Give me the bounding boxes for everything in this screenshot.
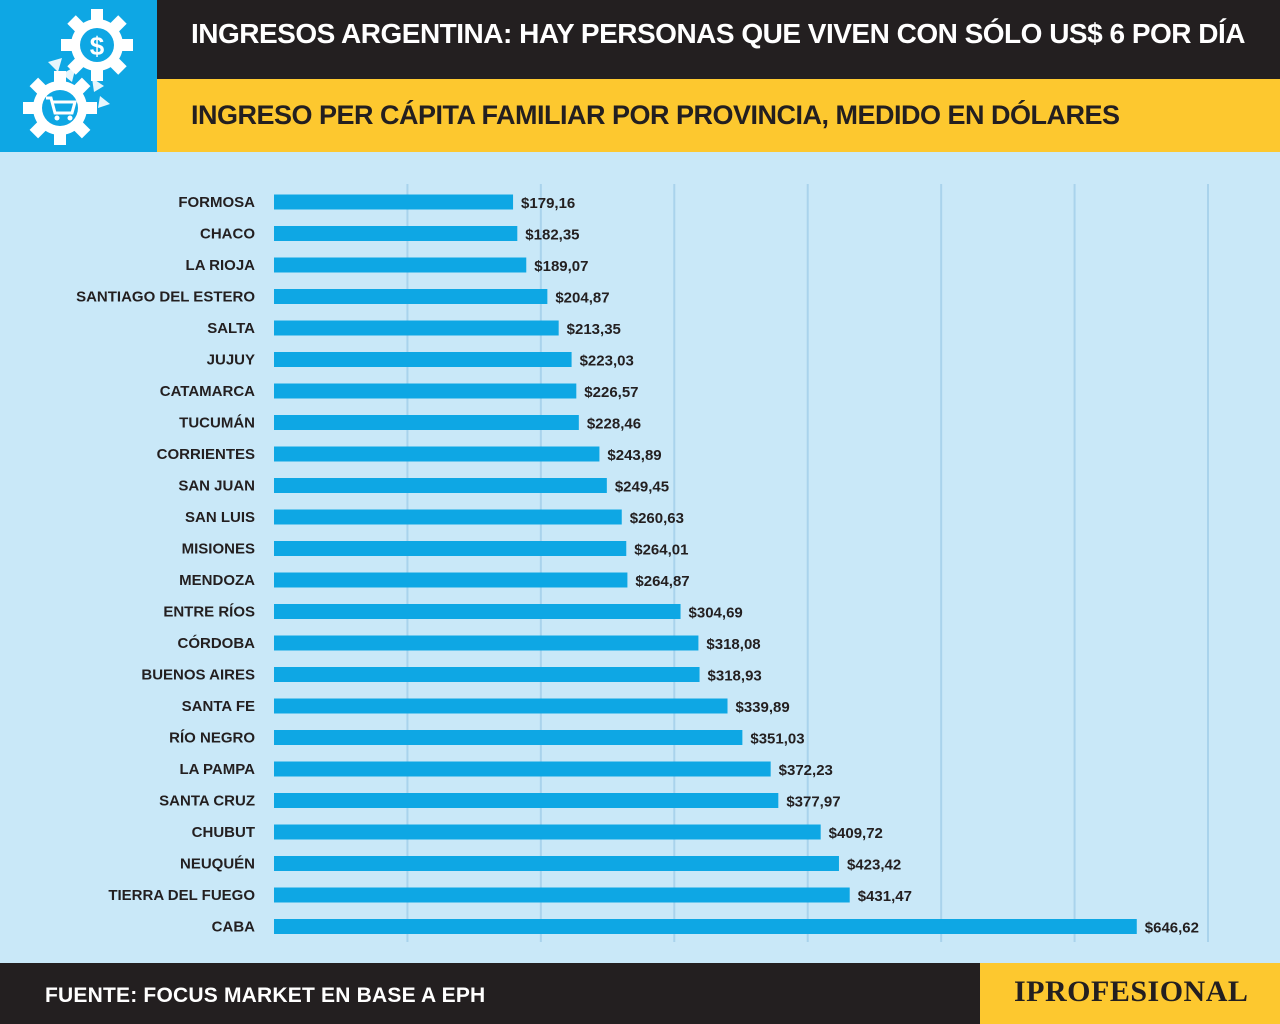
value-label: $431,47: [858, 888, 912, 905]
brand-panel: IPROFESIONAL: [980, 963, 1280, 1024]
category-label: NEUQUÉN: [180, 856, 255, 873]
category-label: SANTA FE: [182, 698, 255, 715]
category-label: LA PAMPA: [179, 761, 255, 778]
category-label: FORMOSA: [178, 194, 255, 211]
category-label: SAN LUIS: [185, 509, 255, 526]
category-label: CATAMARCA: [160, 383, 255, 400]
bar-chart: FORMOSA $179,16 CHACO $182,35 LA RIOJA $189,0…: [0, 152, 1280, 963]
bar: [274, 194, 514, 210]
brand-logo-text: IPROFESIONAL: [1014, 975, 1249, 1008]
value-label: $377,97: [786, 794, 840, 811]
bar: [274, 604, 681, 619]
source-note: FUENTE: FOCUS MARKET EN BASE A EPH: [45, 984, 486, 1007]
value-label: $304,69: [689, 605, 743, 622]
value-label: $646,62: [1145, 920, 1199, 937]
value-label: $318,08: [706, 636, 760, 653]
value-label: $339,89: [736, 699, 790, 716]
value-label: $228,46: [587, 416, 641, 433]
category-label: TUCUMÁN: [179, 415, 255, 432]
bar: [274, 446, 600, 462]
category-label: ENTRE RÍOS: [163, 604, 255, 621]
bar: [274, 320, 559, 336]
bar: [274, 856, 839, 871]
bar: [274, 226, 518, 241]
value-label: $249,45: [615, 479, 669, 496]
bar: [274, 698, 728, 714]
category-label: SANTA CRUZ: [159, 793, 255, 810]
bar: [274, 257, 527, 273]
category-label: RÍO NEGRO: [169, 730, 255, 747]
category-label: SAN JUAN: [178, 478, 255, 495]
cart-gear-icon: [23, 71, 97, 145]
value-label: $179,16: [521, 195, 575, 212]
bar: [274, 887, 850, 903]
logo-panel: $: [0, 0, 157, 152]
bar: [274, 478, 607, 493]
svg-text:$: $: [90, 31, 105, 61]
category-label: CORRIENTES: [157, 446, 255, 463]
bar: [274, 761, 771, 777]
value-label: $423,42: [847, 857, 901, 874]
value-label: $260,63: [630, 510, 684, 527]
value-label: $372,23: [779, 762, 833, 779]
bar: [274, 730, 743, 745]
category-label: JUJUY: [207, 352, 255, 369]
category-label: MISIONES: [182, 541, 255, 558]
bar: [274, 541, 627, 556]
value-label: $318,93: [708, 668, 762, 685]
value-label: $182,35: [525, 227, 579, 244]
footer-bar: FUENTE: FOCUS MARKET EN BASE A EPH: [0, 963, 980, 1024]
bar: [274, 509, 622, 525]
category-label: LA RIOJA: [186, 257, 256, 274]
bar: [274, 415, 579, 430]
bar: [274, 793, 779, 808]
bar-chart-svg: FORMOSA $179,16 CHACO $182,35 LA RIOJA $189,0…: [76, 184, 1209, 942]
bar: [274, 824, 821, 840]
page-title: INGRESOS ARGENTINA: HAY PERSONAS QUE VIV…: [191, 18, 1246, 49]
bar: [274, 352, 572, 367]
bar: [274, 289, 548, 304]
value-label: $264,87: [635, 573, 689, 590]
value-label: $243,89: [607, 447, 661, 464]
header-title-bar: INGRESOS ARGENTINA: HAY PERSONAS QUE VIV…: [157, 0, 1280, 79]
value-label: $189,07: [534, 258, 588, 275]
category-label: CHACO: [200, 226, 255, 243]
category-label: MENDOZA: [179, 572, 255, 589]
value-label: $226,57: [584, 384, 638, 401]
value-label: $351,03: [750, 731, 804, 748]
value-label: $204,87: [555, 290, 609, 307]
bar: [274, 919, 1137, 934]
category-label: SALTA: [207, 320, 255, 337]
bar: [274, 667, 700, 682]
value-label: $213,35: [567, 321, 621, 338]
category-label: BUENOS AIRES: [141, 667, 255, 684]
category-label: TIERRA DEL FUEGO: [108, 887, 255, 904]
bar: [274, 572, 628, 588]
bar: [274, 383, 577, 399]
bar: [274, 635, 699, 651]
value-label: $223,03: [580, 353, 634, 370]
category-label: CÓRDOBA: [178, 634, 256, 652]
category-label: SANTIAGO DEL ESTERO: [76, 289, 255, 306]
value-label: $264,01: [634, 542, 688, 559]
value-label: $409,72: [829, 825, 883, 842]
category-label: CABA: [212, 919, 255, 936]
chart-subtitle: INGRESO PER CÁPITA FAMILIAR POR PROVINCI…: [191, 100, 1120, 130]
header-subtitle-bar: INGRESO PER CÁPITA FAMILIAR POR PROVINCI…: [157, 79, 1280, 152]
category-label: CHUBUT: [192, 824, 255, 841]
